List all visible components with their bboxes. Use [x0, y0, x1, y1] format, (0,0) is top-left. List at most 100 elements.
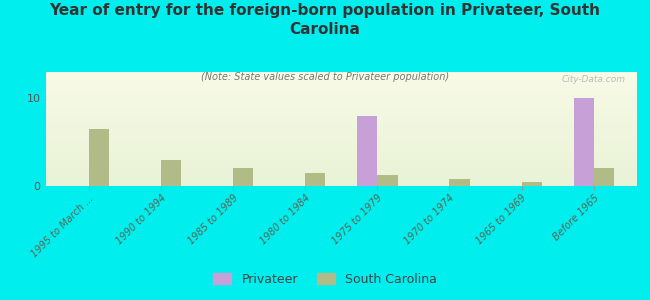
Bar [46, 119, 637, 120]
Bar [46, 154, 637, 155]
Bar [46, 122, 637, 123]
Bar [46, 113, 637, 114]
Bar [521, 182, 542, 186]
Bar [46, 82, 637, 83]
Bar [46, 110, 637, 111]
Text: Year of entry for the foreign-born population in Privateer, South
Carolina: Year of entry for the foreign-born popul… [49, 3, 601, 37]
Bar [46, 134, 637, 135]
Bar [46, 170, 637, 171]
Bar [46, 103, 637, 104]
Bar [46, 107, 637, 109]
Bar [46, 167, 637, 168]
Bar [46, 128, 637, 129]
Bar [89, 129, 109, 186]
Bar [593, 169, 614, 186]
Bar [46, 109, 637, 110]
Bar [573, 98, 593, 186]
Bar [46, 185, 637, 186]
Bar [46, 156, 637, 158]
Bar [46, 140, 637, 142]
Bar [46, 143, 637, 144]
Bar [46, 112, 637, 113]
Bar [46, 135, 637, 136]
Bar [46, 168, 637, 169]
Bar [46, 121, 637, 122]
Bar [46, 87, 637, 88]
Bar [46, 176, 637, 177]
Bar [46, 94, 637, 95]
Bar [46, 144, 637, 145]
Bar [46, 146, 637, 147]
Bar [46, 104, 637, 105]
Bar [46, 118, 637, 119]
Bar [46, 106, 637, 107]
Bar [46, 79, 637, 80]
Bar [46, 99, 637, 101]
Text: City-Data.com: City-Data.com [561, 75, 625, 84]
Bar [46, 120, 637, 121]
Bar [46, 147, 637, 148]
Bar [46, 89, 637, 90]
Bar [46, 81, 637, 82]
Bar [46, 85, 637, 86]
Bar [357, 116, 377, 186]
Bar [46, 158, 637, 159]
Bar [46, 96, 637, 97]
Bar [46, 177, 637, 178]
Bar [46, 163, 637, 164]
Bar [46, 162, 637, 163]
Bar [46, 86, 637, 87]
Bar [46, 149, 637, 151]
Bar [46, 83, 637, 85]
Bar [46, 175, 637, 176]
Bar [449, 179, 470, 186]
Bar [46, 123, 637, 124]
Bar [46, 97, 637, 98]
Bar [46, 145, 637, 146]
Bar [161, 160, 181, 186]
Bar [46, 80, 637, 81]
Bar [46, 88, 637, 89]
Bar [46, 132, 637, 134]
Legend: Privateer, South Carolina: Privateer, South Carolina [208, 268, 442, 291]
Bar [46, 164, 637, 166]
Bar [46, 153, 637, 154]
Bar [46, 178, 637, 179]
Bar [46, 76, 637, 78]
Bar [46, 130, 637, 131]
Bar [46, 74, 637, 75]
Bar [46, 136, 637, 137]
Bar [46, 124, 637, 126]
Bar [46, 129, 637, 130]
Bar [46, 127, 637, 128]
Bar [233, 169, 254, 186]
Bar [46, 180, 637, 181]
Bar [46, 138, 637, 139]
Bar [46, 172, 637, 173]
Bar [46, 169, 637, 170]
Bar [46, 126, 637, 127]
Bar [46, 111, 637, 112]
Bar [46, 159, 637, 160]
Bar [46, 114, 637, 115]
Bar [377, 176, 398, 186]
Bar [46, 72, 637, 73]
Bar [46, 152, 637, 153]
Text: (Note: State values scaled to Privateer population): (Note: State values scaled to Privateer … [201, 72, 449, 82]
Bar [46, 100, 637, 102]
Bar [46, 155, 637, 156]
Bar [46, 171, 637, 172]
Bar [46, 139, 637, 140]
Bar [46, 95, 637, 96]
Bar [46, 115, 637, 116]
Bar [306, 173, 326, 186]
Bar [46, 102, 637, 103]
Bar [46, 105, 637, 106]
Bar [46, 182, 637, 183]
Bar [46, 166, 637, 167]
Bar [46, 179, 637, 180]
Bar [46, 90, 637, 92]
Bar [46, 116, 637, 118]
Bar [46, 131, 637, 132]
Bar [46, 161, 637, 162]
